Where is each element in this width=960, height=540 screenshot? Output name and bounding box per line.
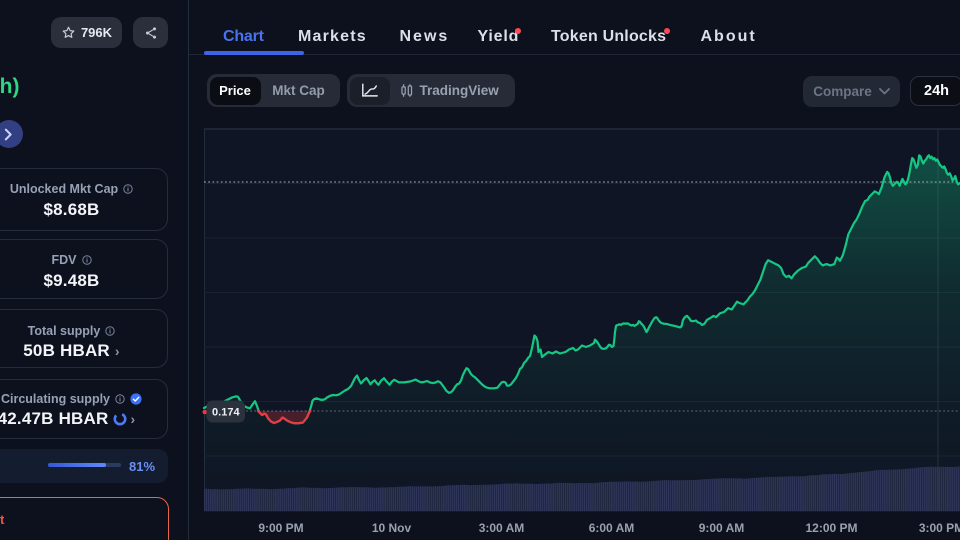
svg-text:9:00 AM: 9:00 AM (699, 521, 745, 535)
svg-text:3:00 PM: 3:00 PM (919, 521, 960, 535)
svg-text:0.174: 0.174 (212, 407, 240, 419)
svg-text:10 Nov: 10 Nov (372, 521, 412, 535)
svg-text:12:00 PM: 12:00 PM (805, 521, 857, 535)
svg-text:9:00 PM: 9:00 PM (258, 521, 303, 535)
svg-text:6:00 AM: 6:00 AM (589, 521, 635, 535)
svg-text:3:00 AM: 3:00 AM (479, 521, 525, 535)
